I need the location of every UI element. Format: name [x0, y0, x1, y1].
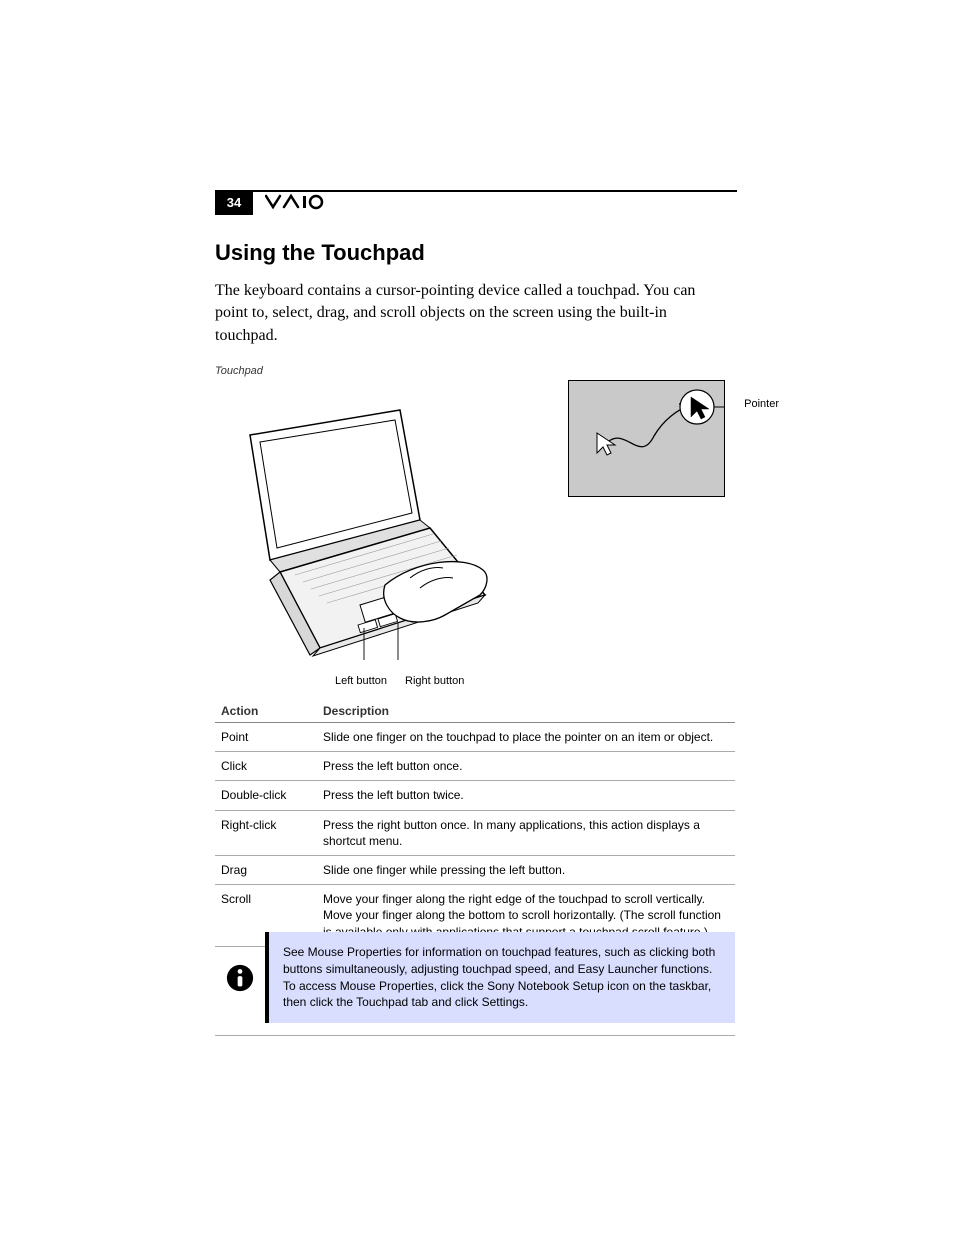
note-bottom-rule: [215, 1035, 735, 1036]
body-paragraph: The keyboard contains a cursor-pointing …: [215, 280, 725, 347]
table-row: Point Slide one finger on the touchpad t…: [215, 723, 735, 752]
inset-pointer-box: [568, 380, 725, 497]
action-name: Right-click: [215, 810, 317, 855]
note: See Mouse Properties for information on …: [215, 932, 735, 1036]
table-header-description: Description: [317, 700, 735, 723]
callout-right-button: Right button: [405, 675, 464, 687]
callout-left-button: Left button: [335, 675, 387, 687]
callout-pointer: Pointer: [744, 398, 779, 410]
table-header-row: Action Description: [215, 700, 735, 723]
figure: Left button Right button Pointer: [215, 380, 735, 690]
action-name: Point: [215, 723, 317, 752]
action-name: Drag: [215, 855, 317, 884]
section-title: Using the Touchpad: [215, 240, 425, 266]
table-row: Drag Slide one finger while pressing the…: [215, 855, 735, 884]
action-desc: Press the left button twice.: [317, 781, 735, 810]
table-header-action: Action: [215, 700, 317, 723]
inset-pointer-svg: [569, 381, 724, 496]
action-desc: Press the left button once.: [317, 752, 735, 781]
actions-table: Action Description Point Slide one finge…: [215, 700, 735, 947]
vaio-logo-svg: [265, 193, 325, 213]
action-name: Double-click: [215, 781, 317, 810]
table-row: Click Press the left button once.: [215, 752, 735, 781]
header-rule: [215, 190, 737, 192]
action-desc: Slide one finger while pressing the left…: [317, 855, 735, 884]
table-row: Double-click Press the left button twice…: [215, 781, 735, 810]
figure-caption: Touchpad: [215, 365, 263, 377]
info-icon: [215, 932, 265, 1023]
action-name: Click: [215, 752, 317, 781]
action-desc: Slide one finger on the touchpad to plac…: [317, 723, 735, 752]
action-desc: Press the right button once. In many app…: [317, 810, 735, 855]
note-text: See Mouse Properties for information on …: [269, 932, 735, 1023]
vaio-logo: [265, 193, 325, 218]
page: 34 Using the Touchpad The keyboard conta…: [0, 0, 954, 1235]
laptop-illustration: [215, 400, 495, 660]
page-number: 34: [215, 191, 253, 215]
table-row: Right-click Press the right button once.…: [215, 810, 735, 855]
